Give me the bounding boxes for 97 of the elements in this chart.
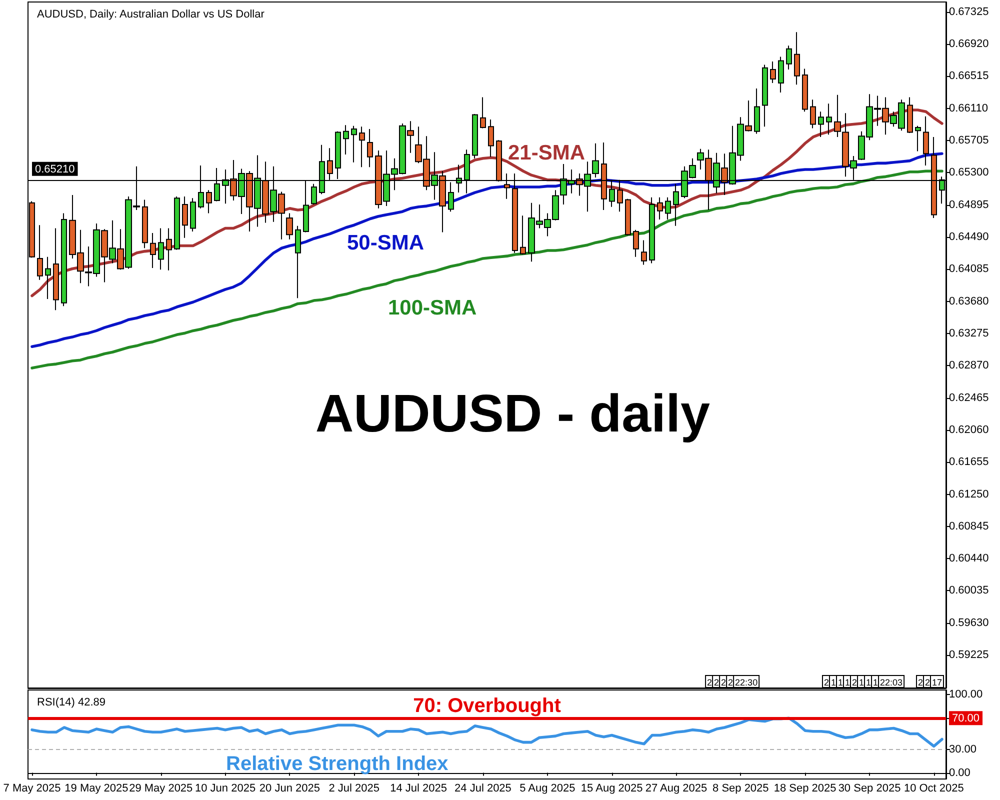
series-label: Relative Strength Index: [226, 753, 448, 775]
y-tick-label: 0.65300: [949, 166, 989, 179]
candlestick: [286, 212, 293, 240]
candlestick: [295, 225, 301, 299]
y-tick-label: 0.64085: [949, 263, 989, 276]
x-tick-label: 2 Jul 2025: [328, 782, 380, 794]
candlestick: [754, 88, 760, 134]
x-tick-label: 10 Jun 2025: [195, 782, 256, 794]
candlestick: [158, 228, 164, 270]
candlestick: [762, 64, 768, 128]
x-tick-label: 14 Jul 2025: [390, 782, 447, 794]
candlestick: [488, 119, 494, 158]
series-label: 50-SMA: [347, 232, 424, 254]
candlestick: [625, 198, 631, 236]
text: 2 1 1 1 2 1 1 1 22:03: [824, 678, 903, 688]
ref-line-label: 70: Overbought: [413, 695, 562, 718]
candlestick: [802, 68, 808, 112]
candlestick: [343, 124, 349, 155]
candlestick: [61, 212, 67, 307]
candlestick: [778, 56, 784, 94]
x-tick-label: 20 Jun 2025: [259, 782, 320, 794]
candlestick: [520, 215, 526, 255]
candlestick: [641, 240, 647, 266]
y-tick-label: 0.66110: [949, 102, 988, 114]
candlestick: [206, 190, 212, 214]
y-tick-label: 70.00: [952, 712, 980, 725]
y-tick-label: 0.61655: [949, 456, 989, 468]
y-tick-label: 0.62870: [949, 360, 989, 372]
y-tick-label: 100.00: [949, 688, 983, 701]
candlestick: [166, 228, 172, 271]
candlestick: [53, 228, 59, 311]
y-tick-label: 0.61250: [949, 488, 989, 500]
x-tick-label: 8 Sep 2025: [712, 782, 769, 794]
candlestick: [786, 45, 792, 70]
y-tick-label: 0.59630: [949, 616, 989, 629]
candlestick: [649, 196, 655, 264]
candlestick: [480, 96, 486, 129]
candlestick: [367, 128, 373, 168]
y-tick-label: 0.60035: [949, 584, 989, 597]
series-label: 21-SMA: [508, 142, 586, 164]
candlestick: [794, 32, 800, 86]
x-tick-label: 10 Oct 2025: [904, 782, 964, 794]
candlestick: [915, 125, 921, 152]
y-tick-label: 30.00: [949, 743, 977, 756]
y-tick-label: 0.60440: [949, 552, 989, 565]
y-tick-label: 0.59225: [949, 649, 989, 662]
candlestick: [45, 256, 51, 300]
y-tick-label: 0.66920: [949, 38, 989, 50]
annotation: 2 2 17: [918, 678, 942, 688]
candlestick: [150, 232, 156, 268]
candlestick: [665, 196, 671, 220]
candlestick: [182, 196, 188, 238]
y-tick-label: 0.67325: [949, 6, 989, 18]
ref-line-label: 0.65210: [35, 163, 75, 176]
candlestick: [907, 96, 913, 134]
x-tick-label: 24 Jul 2025: [454, 782, 512, 794]
candlestick: [657, 196, 663, 220]
candlestick: [37, 224, 43, 280]
line-series: [30, 716, 944, 748]
y-tick-label: 0.66515: [949, 70, 989, 82]
x-tick-label: 30 Sep 2025: [838, 782, 901, 794]
y-tick-label: 0.63275: [949, 327, 989, 340]
x-tick-label: 27 Aug 2025: [645, 782, 708, 794]
x-tick-label: 15 Aug 2025: [580, 782, 643, 794]
text: AUDUSD, Daily: Australian Dollar vs US Dollar: [37, 8, 265, 20]
y-tick-label: 0.63680: [949, 295, 989, 308]
candlestick: [351, 125, 357, 163]
y-tick-label: 0.65705: [949, 134, 989, 147]
candlestick: [770, 61, 776, 84]
candlestick: [923, 116, 929, 166]
y-tick-label: 0.64490: [949, 231, 989, 244]
x-tick-label: 5 Aug 2025: [520, 782, 576, 794]
x-tick-label: 18 Sep 2025: [774, 782, 836, 794]
candlestick: [810, 99, 816, 129]
candlestick: [633, 229, 639, 258]
x-tick-label: 29 May 2025: [129, 782, 193, 794]
candlestick: [142, 199, 148, 249]
candlestick: [673, 183, 679, 226]
y-tick-label: 0.62465: [949, 392, 989, 404]
y-tick-label: 0.00: [949, 766, 970, 779]
candlestick: [818, 111, 824, 138]
text: RSI(14) 42.89: [37, 696, 106, 708]
x-tick-label: 19 May 2025: [64, 782, 128, 794]
annotation: AUDUSD - daily: [315, 384, 711, 444]
annotation: 2 2 2 2 22:30: [707, 678, 758, 688]
y-tick-label: 0.64895: [949, 198, 989, 211]
series-label: 100-SMA: [388, 296, 477, 320]
candlestick: [472, 113, 478, 159]
candlestick: [359, 126, 365, 168]
candlestick: [190, 198, 196, 232]
x-tick-label: 7 May 2025: [3, 782, 61, 794]
y-tick-label: 0.62060: [949, 424, 989, 436]
candlestick: [174, 196, 180, 250]
candlestick: [826, 103, 832, 136]
y-tick-label: 0.60845: [949, 520, 989, 532]
candlestick: [592, 142, 599, 178]
candlestick: [311, 183, 317, 205]
